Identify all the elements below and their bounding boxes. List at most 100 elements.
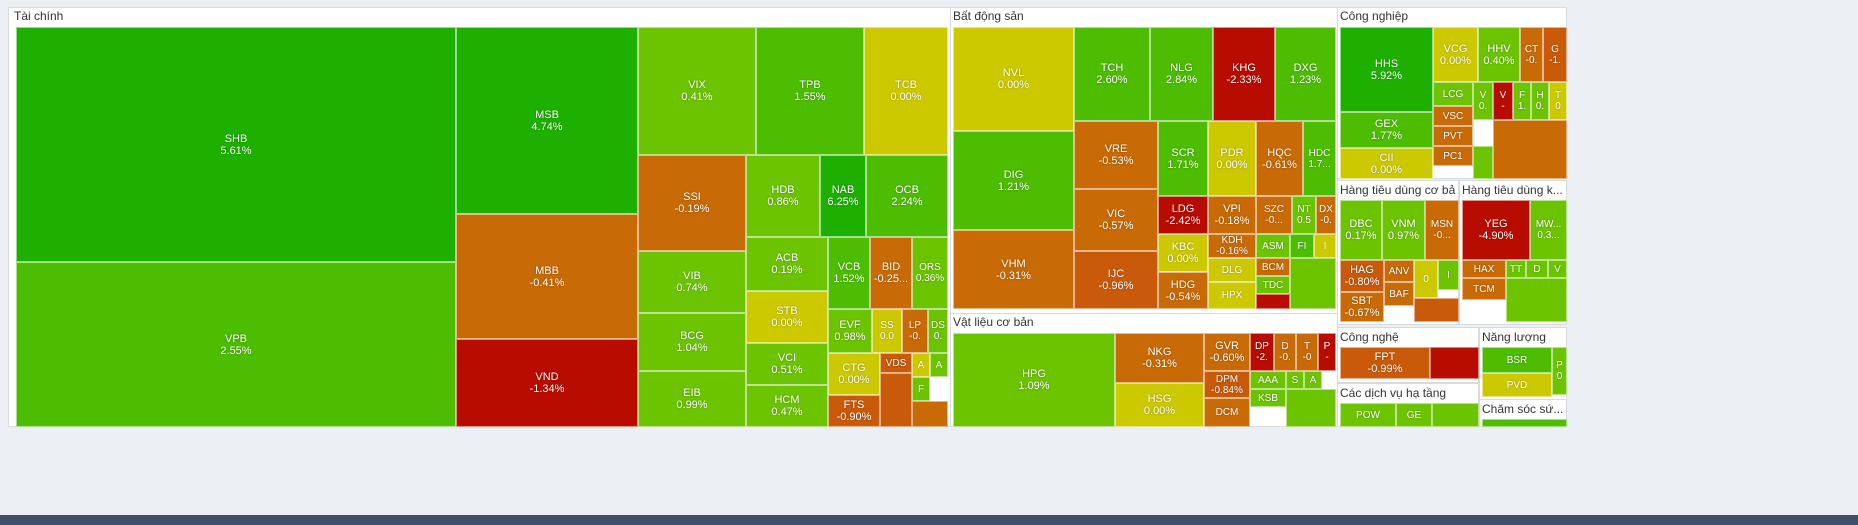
- stock-tile-pvt[interactable]: PVT: [1433, 126, 1473, 146]
- stock-tile-ds[interactable]: DS 0.: [928, 309, 948, 353]
- small-stock-tile[interactable]: [1430, 347, 1479, 379]
- stock-tile-nlg[interactable]: NLG 2.84%: [1150, 27, 1213, 121]
- stock-tile-vcg[interactable]: VCG 0.00%: [1433, 27, 1478, 82]
- stock-tile-bcg[interactable]: BCG 1.04%: [638, 313, 746, 371]
- stock-tile-asm[interactable]: ASM: [1256, 234, 1290, 258]
- stock-tile-a[interactable]: A: [1304, 371, 1322, 389]
- stock-tile-h[interactable]: H 0.: [1531, 82, 1549, 120]
- stock-tile-ors[interactable]: ORS 0.36%: [912, 237, 948, 309]
- stock-tile-vnd[interactable]: VND -1.34%: [456, 339, 638, 427]
- stock-tile-hcm[interactable]: HCM 0.47%: [746, 385, 828, 427]
- stock-tile-mw[interactable]: MW... 0.3...: [1530, 200, 1567, 260]
- stock-tile-vnm[interactable]: VNM 0.97%: [1382, 200, 1425, 260]
- stock-tile-a[interactable]: A: [912, 353, 930, 377]
- stock-tile-dp[interactable]: DP -2.: [1250, 333, 1274, 371]
- stock-tile-vhm[interactable]: VHM -0.31%: [953, 230, 1074, 309]
- stock-tile-g[interactable]: G -1.: [1543, 27, 1567, 82]
- small-stock-tile[interactable]: [1506, 278, 1567, 322]
- stock-tile-cii[interactable]: CII 0.00%: [1340, 148, 1433, 179]
- stock-tile-pow[interactable]: POW: [1340, 403, 1396, 427]
- stock-tile-dx[interactable]: DX -0.: [1316, 196, 1336, 234]
- small-stock-tile[interactable]: [1493, 120, 1567, 179]
- stock-tile-dig[interactable]: DIG 1.21%: [953, 131, 1074, 230]
- stock-tile-ss[interactable]: SS 0.0: [872, 309, 902, 353]
- stock-tile-scr[interactable]: SCR 1.71%: [1158, 121, 1208, 196]
- small-stock-tile[interactable]: [1290, 258, 1336, 309]
- stock-tile-mbb[interactable]: MBB -0.41%: [456, 214, 638, 339]
- small-stock-tile[interactable]: [1414, 298, 1459, 322]
- stock-tile-vds[interactable]: VDS: [880, 353, 912, 373]
- stock-tile-fi[interactable]: FI: [1290, 234, 1314, 258]
- stock-tile-hpg[interactable]: HPG 1.09%: [953, 333, 1115, 427]
- stock-tile-shb[interactable]: SHB 5.61%: [16, 27, 456, 262]
- stock-tile-i[interactable]: I: [1314, 234, 1336, 258]
- stock-tile-hsg[interactable]: HSG 0.00%: [1115, 383, 1204, 427]
- stock-tile-vix[interactable]: VIX 0.41%: [638, 27, 756, 155]
- stock-tile-bsr[interactable]: BSR: [1482, 347, 1552, 373]
- stock-tile-kdh[interactable]: KDH -0.16%: [1208, 234, 1256, 258]
- stock-tile-hpx[interactable]: HPX: [1208, 282, 1256, 309]
- stock-tile-bid[interactable]: BID -0.25...: [870, 237, 912, 309]
- stock-tile-ldg[interactable]: LDG -2.42%: [1158, 196, 1208, 234]
- stock-tile-tch[interactable]: TCH 2.60%: [1074, 27, 1150, 121]
- stock-tile-acb[interactable]: ACB 0.19%: [746, 237, 828, 291]
- small-stock-tile[interactable]: [880, 373, 912, 427]
- stock-tile-d[interactable]: D -0.: [1274, 333, 1296, 371]
- stock-tile-nt[interactable]: NT 0.5: [1292, 196, 1316, 234]
- stock-tile-vcb[interactable]: VCB 1.52%: [828, 237, 870, 309]
- stock-tile-hax[interactable]: HAX: [1462, 260, 1506, 278]
- stock-tile-v[interactable]: V 0.: [1473, 82, 1493, 120]
- stock-tile-t[interactable]: T -0: [1296, 333, 1318, 371]
- stock-tile-eib[interactable]: EIB 0.99%: [638, 371, 746, 427]
- stock-tile-szc[interactable]: SZC -0...: [1256, 196, 1292, 234]
- stock-tile-s[interactable]: S: [1286, 371, 1304, 389]
- stock-tile-nab[interactable]: NAB 6.25%: [820, 155, 866, 237]
- stock-tile-gex[interactable]: GEX 1.77%: [1340, 112, 1433, 148]
- stock-tile-v[interactable]: V: [1548, 260, 1567, 278]
- stock-tile-baf[interactable]: BAF: [1384, 282, 1414, 306]
- stock-tile-fts[interactable]: FTS -0.90%: [828, 395, 880, 427]
- stock-tile-ge[interactable]: GE: [1396, 403, 1432, 427]
- stock-tile-ksb[interactable]: KSB: [1250, 389, 1286, 407]
- stock-tile-tcb[interactable]: TCB 0.00%: [864, 27, 948, 155]
- stock-tile-vsc[interactable]: VSC: [1433, 106, 1473, 126]
- stock-tile-msb[interactable]: MSB 4.74%: [456, 27, 638, 214]
- stock-tile-vpb[interactable]: VPB 2.55%: [16, 262, 456, 427]
- stock-tile-a[interactable]: A: [930, 353, 948, 377]
- stock-tile-vre[interactable]: VRE -0.53%: [1074, 121, 1158, 189]
- stock-tile-evf[interactable]: EVF 0.98%: [828, 309, 872, 353]
- stock-tile-0[interactable]: 0: [1414, 260, 1438, 298]
- stock-tile-gvr[interactable]: GVR -0.60%: [1204, 333, 1250, 371]
- stock-tile-dlg[interactable]: DLG: [1208, 258, 1256, 282]
- stock-tile-yeg[interactable]: YEG -4.90%: [1462, 200, 1530, 260]
- small-stock-tile[interactable]: [1432, 403, 1479, 427]
- stock-tile-ssi[interactable]: SSI -0.19%: [638, 155, 746, 251]
- small-stock-tile[interactable]: [1256, 294, 1290, 309]
- stock-tile-ocb[interactable]: OCB 2.24%: [866, 155, 948, 237]
- small-stock-tile[interactable]: [1286, 389, 1336, 427]
- stock-tile-vpi[interactable]: VPI -0.18%: [1208, 196, 1256, 234]
- stock-tile-fpt[interactable]: FPT -0.99%: [1340, 347, 1430, 379]
- stock-tile-lp[interactable]: LP -0.: [902, 309, 928, 353]
- stock-tile-dbc[interactable]: DBC 0.17%: [1340, 200, 1382, 260]
- stock-tile-ct[interactable]: CT -0.: [1520, 27, 1543, 82]
- stock-tile-pc1[interactable]: PC1: [1433, 146, 1473, 166]
- stock-tile-tcm[interactable]: TCM: [1462, 278, 1506, 300]
- stock-tile-i[interactable]: I: [1438, 260, 1459, 290]
- stock-tile-hhs[interactable]: HHS 5.92%: [1340, 27, 1433, 112]
- stock-tile-hdb[interactable]: HDB 0.86%: [746, 155, 820, 237]
- stock-tile-p[interactable]: P-: [1318, 333, 1336, 371]
- stock-tile-aaa[interactable]: AAA: [1250, 371, 1286, 389]
- stock-tile-v[interactable]: V-: [1493, 82, 1513, 120]
- stock-tile-hdc[interactable]: HDC 1.7...: [1303, 121, 1336, 196]
- stock-tile-bcm[interactable]: BCM: [1256, 258, 1290, 276]
- stock-tile-d[interactable]: D: [1526, 260, 1548, 278]
- stock-tile-vib[interactable]: VIB 0.74%: [638, 251, 746, 313]
- stock-tile-sbt[interactable]: SBT -0.67%: [1340, 292, 1384, 322]
- stock-tile-nkg[interactable]: NKG -0.31%: [1115, 333, 1204, 383]
- stock-tile-khg[interactable]: KHG -2.33%: [1213, 27, 1275, 121]
- stock-tile-stb[interactable]: STB 0.00%: [746, 291, 828, 343]
- stock-tile-pvd[interactable]: PVD: [1482, 373, 1552, 397]
